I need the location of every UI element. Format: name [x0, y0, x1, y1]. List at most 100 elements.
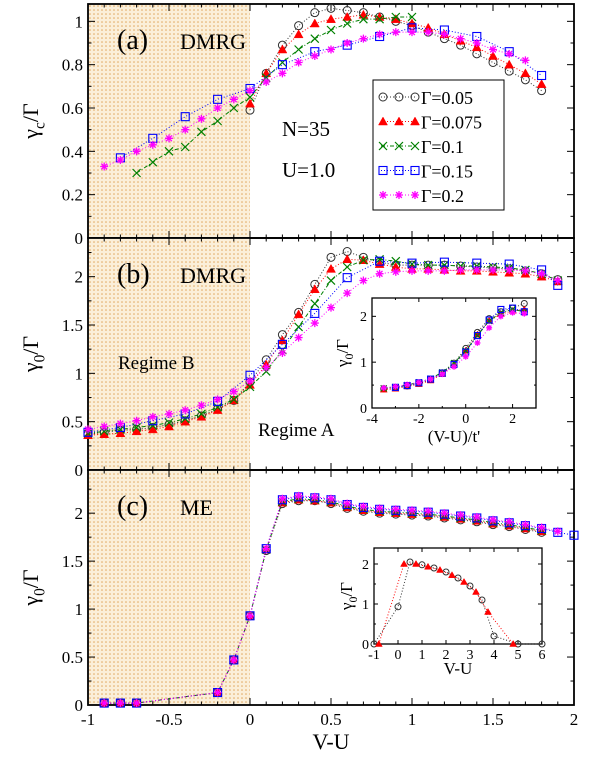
inset-series-c-point — [400, 560, 408, 567]
legend-marker — [379, 191, 387, 199]
series-c-point — [229, 655, 238, 664]
inset-b-xtick-label: 0 — [462, 412, 469, 427]
series-b-point — [327, 303, 335, 312]
series-a-2 — [132, 12, 417, 178]
series-c-point — [440, 509, 449, 518]
inset-b: -4 -2 0 2 0 1 2 (V-U)/t' γ0/Γ — [333, 297, 537, 446]
regime-b-shading — [88, 4, 250, 238]
series-b-point — [148, 421, 158, 430]
inset-series-b-point — [486, 324, 493, 331]
series-a-point — [197, 114, 206, 123]
panel-label-b: (b) — [117, 259, 150, 290]
series-b-point — [358, 255, 368, 265]
panel-b: 0 0.5 1 1.5 2 (b) DMRG γ0/Γ Regime B Regime A -4 -2… — [18, 237, 575, 480]
series-b-point — [343, 289, 352, 298]
series-c-point — [375, 504, 384, 513]
series-a-point — [181, 125, 190, 134]
series-b-point — [213, 395, 222, 404]
inset-b-xtick-label: -4 — [366, 412, 378, 427]
series-b-point — [148, 412, 157, 421]
series-a-point — [245, 98, 255, 108]
series-a-point — [229, 103, 239, 113]
series-b-point — [326, 276, 336, 285]
inset-x-axis-label: (V-U)/t' — [428, 427, 481, 446]
series-a-point — [343, 39, 352, 47]
series-c-point — [569, 530, 579, 540]
series-c-4 — [100, 491, 562, 708]
series-b-point — [424, 266, 433, 275]
inset-series-c-point — [538, 640, 546, 648]
series-b-point — [423, 260, 433, 270]
series-b-point — [342, 262, 352, 272]
legend-entry: Γ=0.075 — [421, 113, 482, 133]
series-b-point — [165, 409, 173, 418]
series-c-point — [262, 544, 271, 553]
series-b-point — [326, 263, 336, 273]
series-b-point — [115, 424, 125, 434]
series-b-point — [310, 308, 320, 318]
inset-c-xtick-label: 5 — [515, 648, 522, 663]
series-a-point — [358, 14, 368, 24]
series-b-point — [246, 377, 254, 386]
series-a-point — [132, 168, 142, 178]
series-a-point — [310, 52, 319, 60]
legend-marker — [394, 116, 404, 126]
inset-series-b-point — [521, 310, 528, 317]
panel-a-ytick-label: 0.2 — [62, 186, 83, 205]
legend-marker — [410, 141, 420, 151]
inset-series-b-point — [451, 363, 457, 370]
series-a-point — [293, 29, 304, 39]
method-label-a: DMRG — [180, 29, 246, 54]
series-a-point — [213, 116, 223, 126]
series-a-point — [310, 34, 320, 44]
series-a-point — [196, 127, 206, 137]
series-b-point — [164, 421, 174, 431]
series-b-point — [359, 276, 368, 285]
inset-series-c-point — [454, 574, 462, 582]
panel-label-c: (c) — [117, 491, 148, 522]
inset-c-ytick-label: 1 — [362, 598, 369, 613]
series-a-point — [488, 50, 498, 60]
series-a-point — [326, 3, 336, 13]
series-a-point — [148, 140, 157, 149]
panel-b-ytick-label: 0 — [75, 461, 84, 480]
series-a-point — [440, 30, 449, 39]
panel-a: 0 0.2 0.4 0.6 0.8 1 (a) DMRG γc/Γ N=35 U=1.0 Γ=0.05… — [18, 3, 575, 248]
series-a-point — [132, 147, 141, 156]
inset-c-xtick-label: -1 — [368, 648, 380, 663]
series-b-point — [505, 265, 514, 274]
x-axis-label: V-U — [312, 729, 349, 754]
series-c-point — [278, 494, 287, 503]
series-a-point — [472, 39, 481, 47]
series-c-point — [246, 611, 254, 620]
inset-background — [372, 298, 536, 408]
inset-background — [374, 548, 542, 644]
inset-series-b-point — [473, 332, 481, 340]
inset-series-c-point — [394, 603, 402, 611]
panel-c-xtick-label: -0.5 — [156, 710, 183, 729]
series-a-4 — [100, 28, 530, 171]
series-b-line — [87, 260, 559, 433]
series-b-point — [131, 426, 142, 436]
panel-c-ytick-label: 1.5 — [62, 552, 83, 571]
panel-c-ytick-label: 0.5 — [62, 648, 83, 667]
series-b-point — [391, 256, 401, 266]
series-a-point — [505, 49, 514, 58]
legend-box — [372, 79, 505, 211]
series-b-point — [132, 416, 141, 425]
series-c-point — [132, 699, 141, 708]
series-c-point — [537, 523, 546, 532]
inset-series-c-line — [373, 561, 542, 645]
series-c-point — [424, 507, 433, 516]
series-c-point — [505, 517, 514, 526]
series-a-point — [407, 12, 417, 22]
series-b-point — [100, 422, 109, 431]
inset-series-c-point — [436, 566, 444, 573]
inset-c-xtick-label: 3 — [467, 648, 474, 663]
legend-entry: Γ=0.15 — [421, 162, 473, 182]
series-a-point — [536, 79, 547, 88]
inset-c-xtick-label: 6 — [539, 648, 546, 663]
inset-c-xtick-label: 4 — [491, 648, 498, 663]
